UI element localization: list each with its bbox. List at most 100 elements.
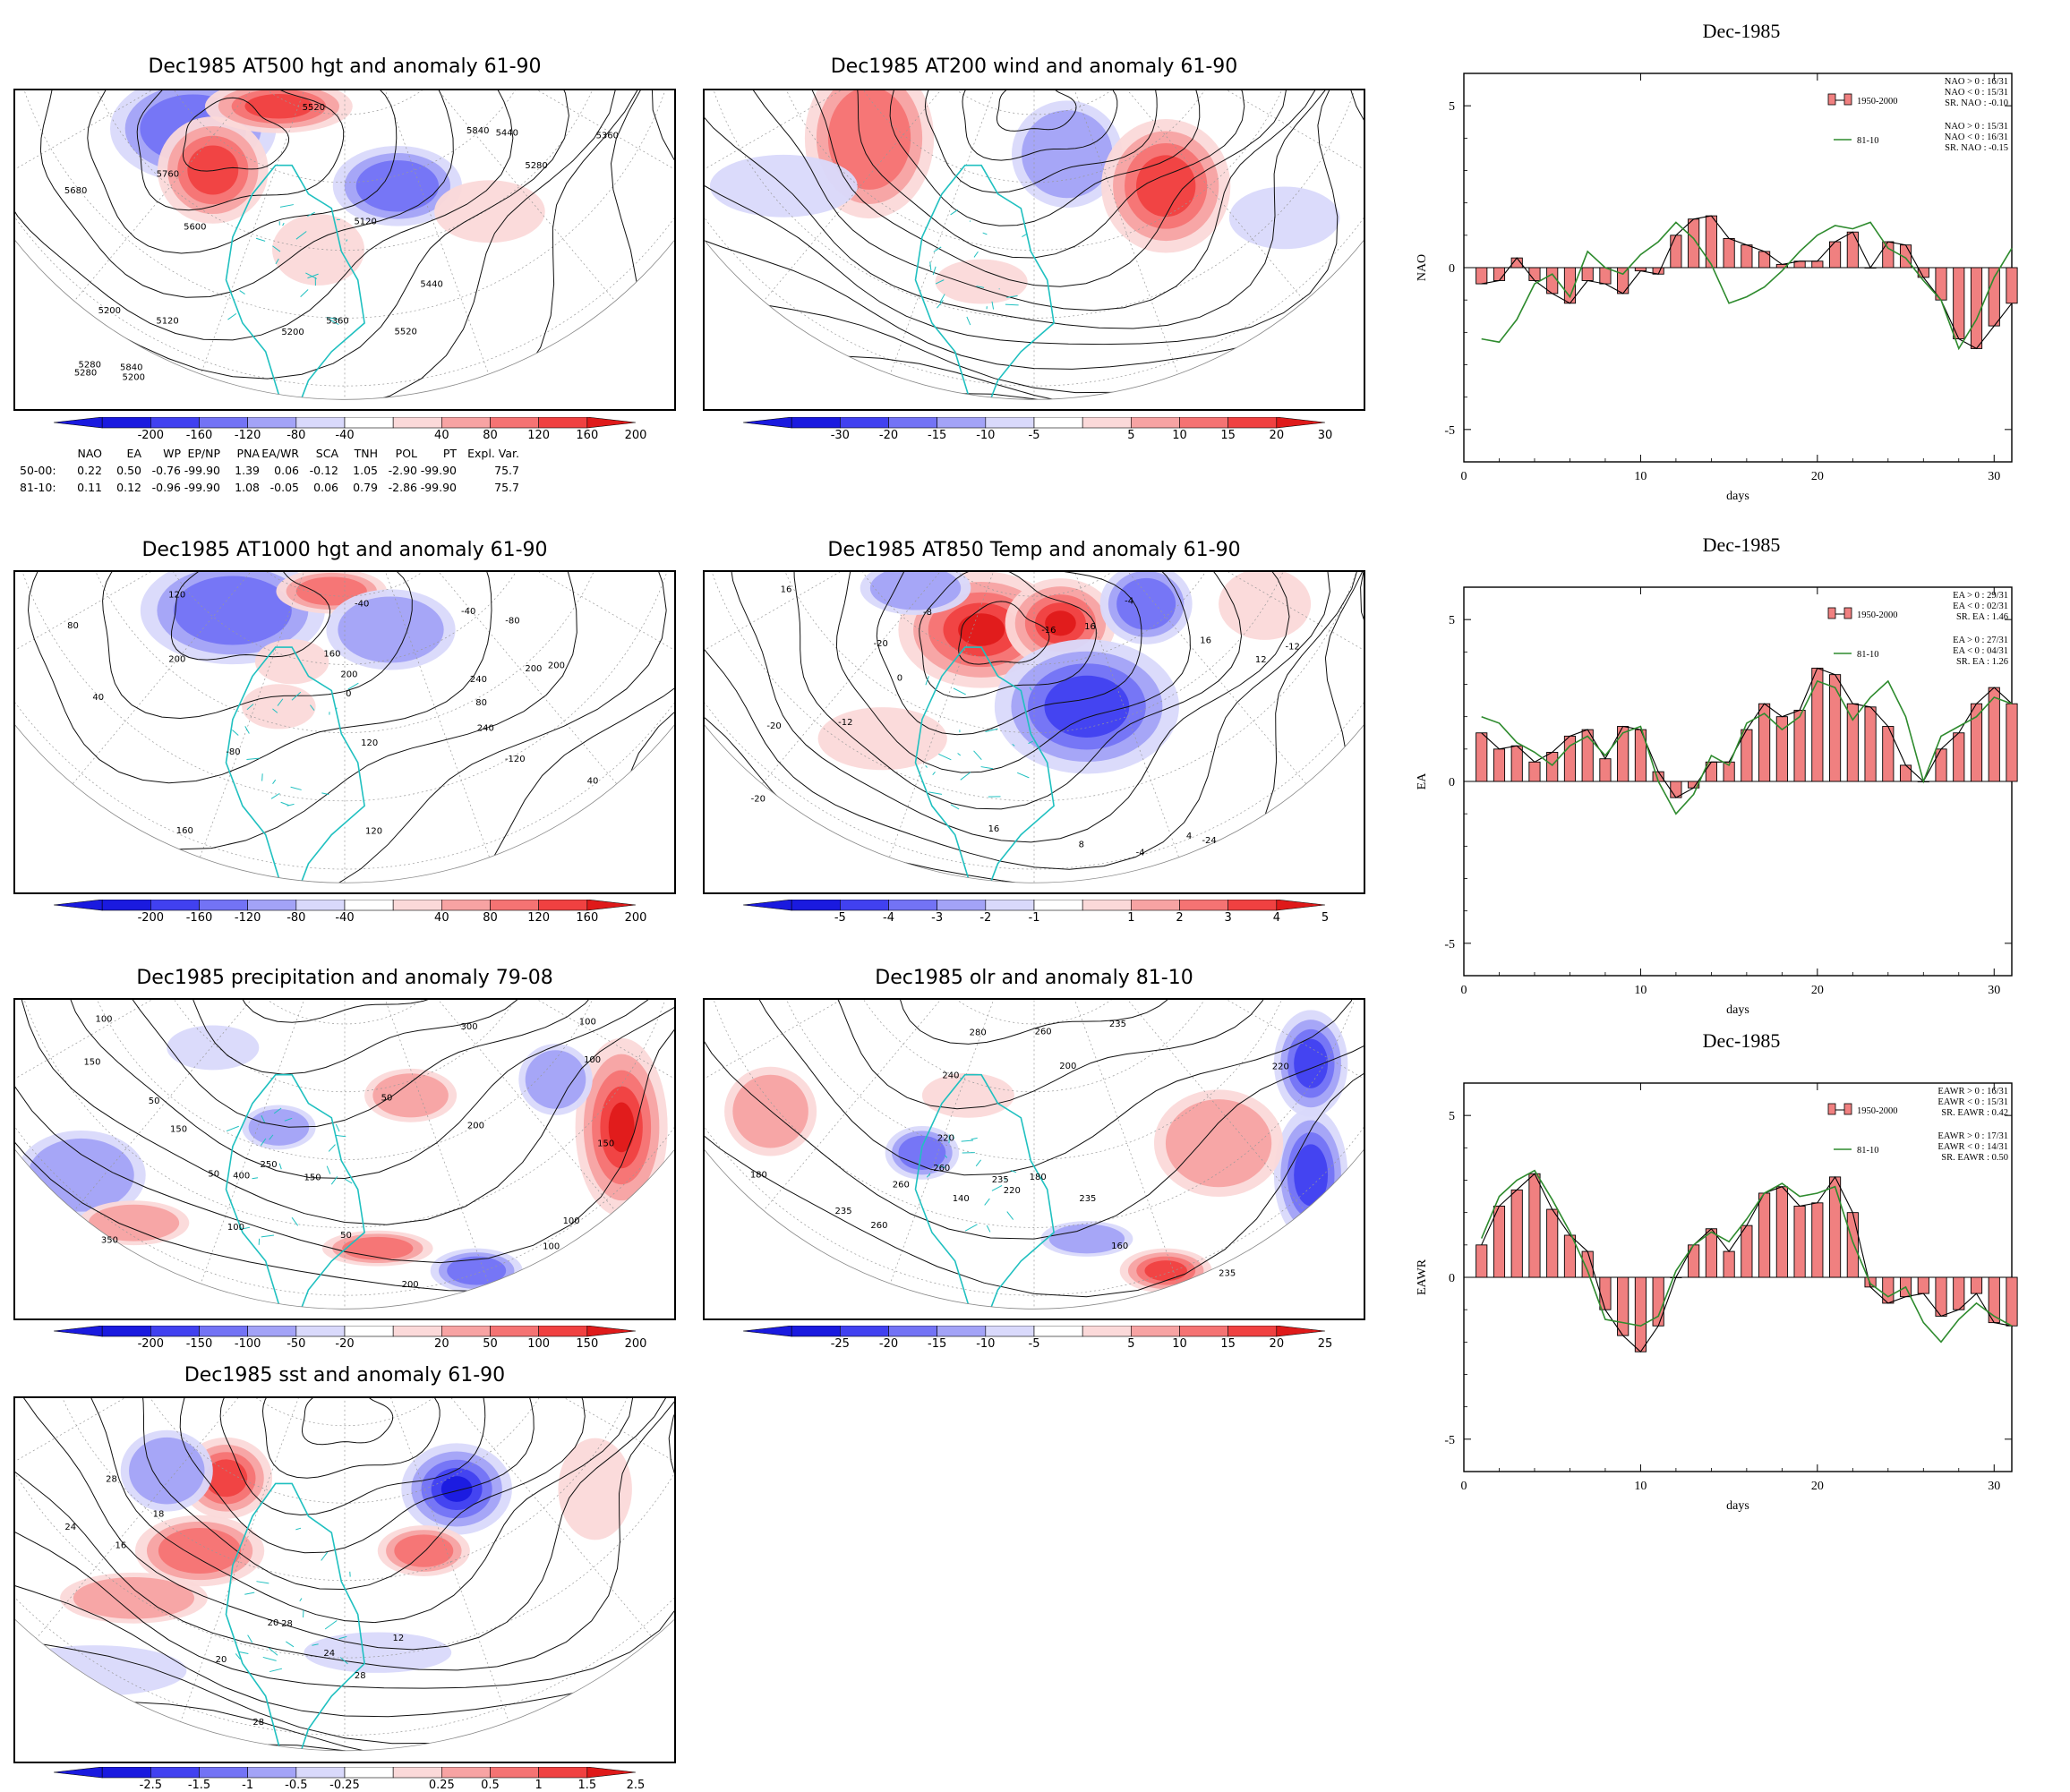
map-title: Dec1985 olr and anomaly 81-10 <box>703 967 1365 989</box>
contour-label: 5680 <box>64 186 87 196</box>
table-header-cell: NAO <box>63 445 102 462</box>
contour-label: 100 <box>227 1223 244 1233</box>
colorbar-cell <box>102 900 150 910</box>
table-row-label: 50-00: <box>20 462 63 479</box>
map-svg: -120-80-40040801202402001602001202002401… <box>15 572 674 892</box>
colorbar-cell <box>1034 417 1082 428</box>
colorbar-label: -200 <box>138 911 165 925</box>
colorbar-label: -5 <box>1029 1337 1040 1351</box>
contour-label: 16 <box>988 824 1000 834</box>
table-cell: -0.76 <box>141 462 181 479</box>
table-cell: -2.86 <box>378 479 417 496</box>
colorbar-label: 160 <box>576 911 598 925</box>
colorbar-cell <box>587 900 636 910</box>
colorbar-cell <box>791 1326 840 1336</box>
bar <box>1865 707 1876 781</box>
contour-label: 260 <box>933 1164 950 1173</box>
colorbar-cell <box>791 417 840 428</box>
bar <box>1511 746 1522 781</box>
contour-label: 5280 <box>525 161 547 171</box>
colorbar-cell <box>840 417 888 428</box>
y-tick-label: 0 <box>1449 262 1455 276</box>
contour-label: 100 <box>584 1055 601 1065</box>
bar <box>1812 261 1823 268</box>
colorbar-cell <box>296 1767 345 1778</box>
colorbar-strip <box>743 1326 1325 1338</box>
contour-label: 50 <box>149 1097 160 1106</box>
colorbar-cell <box>1180 900 1228 910</box>
bar <box>1741 1225 1752 1277</box>
legend-label: 1950-2000 <box>1857 1106 1898 1116</box>
contour-label: 5360 <box>596 131 619 141</box>
anomaly-shade <box>1229 187 1340 250</box>
colorbar-cell <box>1082 900 1131 910</box>
contour-label: 5520 <box>303 103 325 113</box>
colorbar-label: 4 <box>1273 911 1280 925</box>
colorbar-cell <box>1228 1326 1277 1336</box>
contour-label: 220 <box>937 1133 954 1143</box>
colorbar-cell <box>102 1767 150 1778</box>
colorbar-cell <box>1228 417 1277 428</box>
table-header-cell: Expl. Var. <box>457 445 519 462</box>
bar <box>1794 710 1805 781</box>
contour-label: 5440 <box>420 280 442 290</box>
colorbar-cell <box>986 1326 1034 1336</box>
contour-label: 200 <box>340 670 357 680</box>
table-cell: -99.90 <box>181 479 220 496</box>
colorbar-label: -40 <box>335 911 354 925</box>
colorbar-cell <box>248 417 296 428</box>
colorbar-cell <box>393 417 441 428</box>
colorbar-cell <box>937 900 986 910</box>
table-cell: 0.79 <box>338 479 378 496</box>
colorbar-label: 20 <box>434 1337 449 1351</box>
x-tick-label: 20 <box>1811 470 1824 483</box>
colorbar-cell <box>937 1326 986 1336</box>
chart-title: Dec-1985 <box>1459 533 2023 557</box>
bar <box>1971 268 1981 348</box>
contour-label: -12 <box>1285 643 1299 653</box>
bar <box>1547 752 1558 781</box>
stats-text: SR. EA : 1.26 <box>1956 657 2008 667</box>
stats-text: EA > 0 : 29/31 <box>1953 591 2008 601</box>
colorbar-cell <box>743 900 791 910</box>
colorbar-strip <box>743 900 1325 912</box>
colorbar-cell <box>539 1326 587 1336</box>
colorbar-label: -20 <box>879 429 898 442</box>
table-cell: 75.7 <box>457 462 519 479</box>
map-svg <box>705 90 1364 409</box>
bar <box>1829 675 1840 781</box>
x-tick-label: 0 <box>1461 1480 1467 1493</box>
colorbar-cell <box>491 900 539 910</box>
contour-label: 260 <box>870 1221 887 1231</box>
colorbar-cell <box>791 900 840 910</box>
colorbar-label: 120 <box>527 911 550 925</box>
colorbar-cell <box>200 900 248 910</box>
colorbar-cell <box>1082 417 1131 428</box>
contour-label: 8 <box>1079 841 1084 850</box>
contour-label: 16 <box>1200 636 1211 646</box>
anomaly-shade <box>242 684 315 729</box>
contour-label: 250 <box>260 1160 277 1170</box>
contour-label: 235 <box>1219 1268 1236 1278</box>
contour-label: 200 <box>1059 1062 1076 1071</box>
colorbar-cell <box>102 417 150 428</box>
anomaly-shade <box>342 1237 413 1260</box>
colorbar-label: 200 <box>625 429 647 442</box>
anomaly-shade <box>174 576 292 644</box>
legend-label: 81-10 <box>1857 136 1879 146</box>
contour-label: 140 <box>953 1194 970 1204</box>
anomaly-shade <box>732 1075 808 1148</box>
x-axis-label: days <box>1726 490 1749 503</box>
contour-label: 28 <box>281 1619 293 1629</box>
colorbar-label: -4 <box>883 911 894 925</box>
stats-text: EA < 0 : 04/31 <box>1953 646 2008 656</box>
contour-label: 260 <box>893 1181 910 1190</box>
colorbar-cell <box>150 900 199 910</box>
colorbar-label: 120 <box>527 429 550 442</box>
colorbar-cell <box>54 417 102 428</box>
stats-text: SR. NAO : -0.15 <box>1945 143 2008 153</box>
